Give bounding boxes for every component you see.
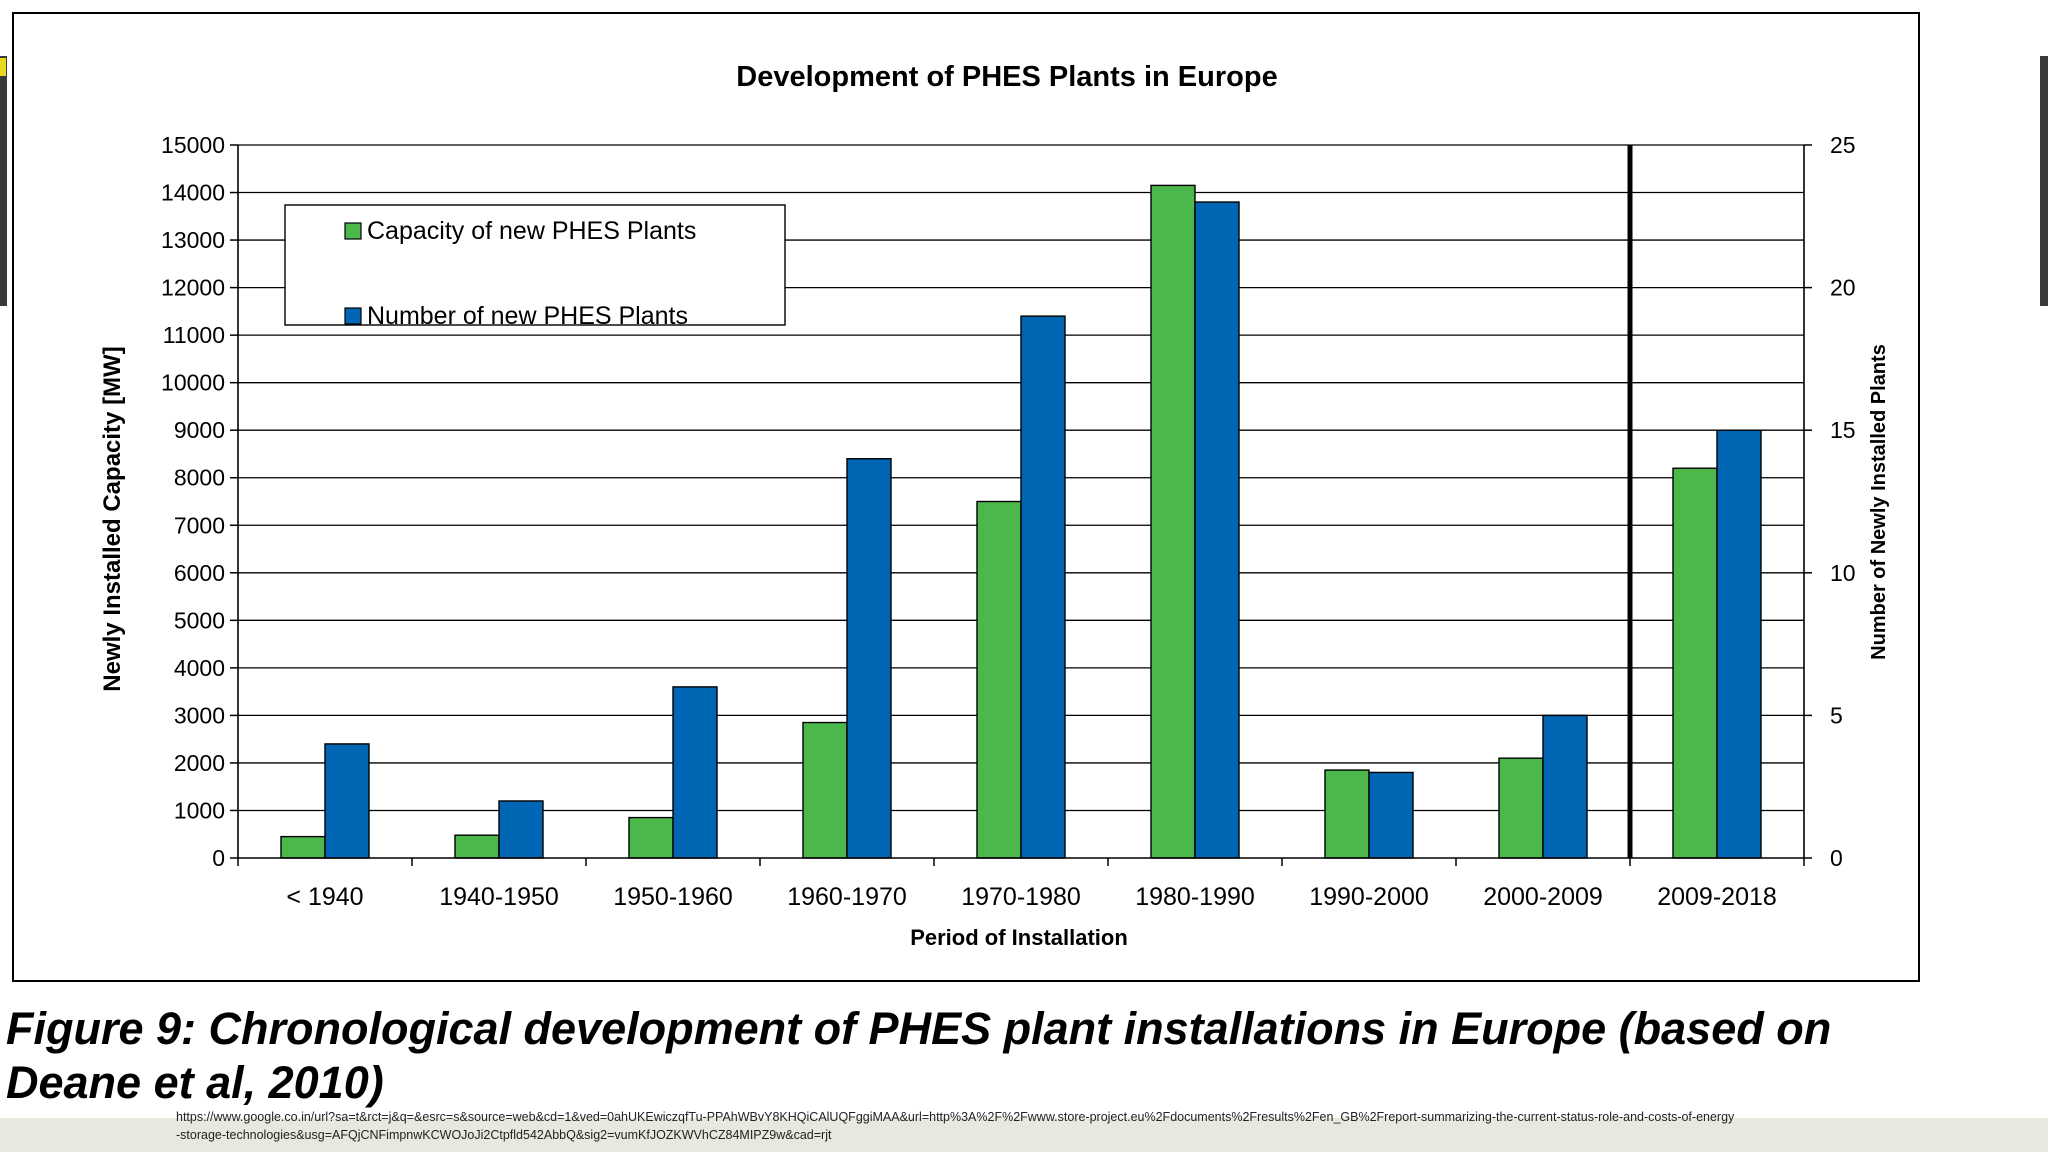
legend-box <box>284 204 786 326</box>
y-tick-label: 0 <box>212 845 225 871</box>
y2-tick-label: 15 <box>1830 417 1856 443</box>
bar-count <box>1194 201 1240 859</box>
y-tick-label: 11000 <box>163 322 225 348</box>
legend-swatch <box>344 222 362 240</box>
x-tick-label: 1980-1990 <box>1135 883 1255 911</box>
y-tick-label: 12000 <box>161 275 225 301</box>
x-axis-label: Period of Installation <box>910 925 1128 950</box>
legend-label: Number of new PHES Plants <box>367 302 688 330</box>
bar-capacity <box>280 835 326 859</box>
y2-tick-label: 20 <box>1830 275 1856 301</box>
x-tick-label: 1940-1950 <box>439 883 559 911</box>
bar-count <box>324 743 370 859</box>
figure-caption: Figure 9: Chronological development of P… <box>6 1003 1832 1108</box>
y-tick-label: 1000 <box>174 797 225 823</box>
bar-capacity <box>976 500 1022 859</box>
x-tick-label: 1950-1960 <box>613 883 733 911</box>
chart: Development of PHES Plants in Europe 0 10… <box>99 61 1890 950</box>
x-tick-label: 1970-1980 <box>961 883 1081 911</box>
y-tick-label: 14000 <box>161 180 225 206</box>
legend-swatch <box>344 307 362 325</box>
y2-axis-label: Number of Newly Installed Plants <box>1868 344 1890 660</box>
y-tick-label: 6000 <box>174 560 225 586</box>
bar-capacity <box>1150 184 1196 859</box>
y-tick-label: 4000 <box>174 655 225 681</box>
x-tick-label: 1960-1970 <box>787 883 907 911</box>
y-tick-label: 5000 <box>174 607 225 633</box>
bar-count <box>1716 429 1762 859</box>
y2-tick-label: 5 <box>1830 702 1843 728</box>
chart-title: Development of PHES Plants in Europe <box>736 61 1277 93</box>
y-tick-label: 10000 <box>161 370 225 396</box>
bar-capacity <box>454 834 500 859</box>
y-tick-label: 9000 <box>174 417 225 443</box>
y-tick-label: 7000 <box>174 512 225 538</box>
bar-capacity <box>802 721 848 859</box>
accent-bar-yellow <box>0 58 6 76</box>
bar-capacity <box>1498 757 1544 859</box>
y2-tick-label: 10 <box>1830 560 1856 586</box>
y2-tick-label: 0 <box>1830 845 1843 871</box>
bar-count <box>672 686 718 859</box>
accent-bar-right <box>2040 56 2048 306</box>
x-tick-label: 2000-2009 <box>1483 883 1603 911</box>
source-url: https://www.google.co.in/url?sa=t&rct=j&… <box>176 1110 1735 1142</box>
y-axis-label: Newly Installed Capacity [MW] <box>99 346 126 691</box>
bar-count <box>1542 714 1588 859</box>
y-tick-label: 8000 <box>174 465 225 491</box>
bar-count <box>1368 771 1414 859</box>
y-tick-label: 2000 <box>174 750 225 776</box>
accent-bar-left <box>0 56 7 306</box>
y-tick-label: 13000 <box>161 227 225 253</box>
y-tick-label: 15000 <box>161 132 225 158</box>
y2-tick-label: 25 <box>1830 132 1856 158</box>
bar-count <box>1020 315 1066 859</box>
bar-count <box>498 800 544 859</box>
x-tick-label: 2009-2018 <box>1657 883 1777 911</box>
x-tick-label: 1990-2000 <box>1309 883 1429 911</box>
x-tick-label: < 1940 <box>286 883 363 911</box>
legend-label: Capacity of new PHES Plants <box>367 217 696 245</box>
bar-capacity <box>628 816 674 859</box>
bar-capacity <box>1324 769 1370 859</box>
chart-frame: Development of PHES Plants in Europe 0 10… <box>12 12 1920 982</box>
bar-count <box>846 458 892 859</box>
bar-capacity <box>1672 467 1718 859</box>
y-tick-label: 3000 <box>174 702 225 728</box>
